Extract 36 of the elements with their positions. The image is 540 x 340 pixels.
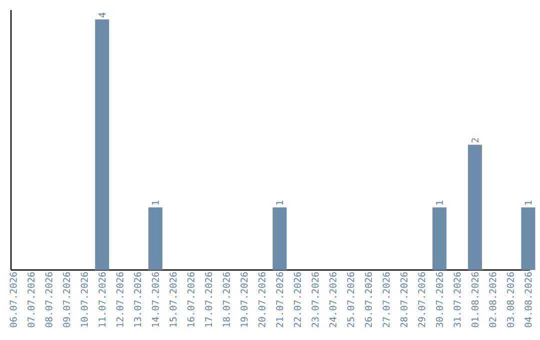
x-tick-label: 04.08.2026 bbox=[524, 272, 532, 328]
x-tick-label: 28.07.2026 bbox=[400, 272, 408, 328]
data-label: 2 bbox=[472, 138, 478, 142]
x-tick-label: 09.07.2026 bbox=[63, 272, 70, 328]
data-label: 1 bbox=[436, 200, 443, 205]
data-label: 1 bbox=[276, 200, 284, 205]
x-tick-label: 29.07.2026 bbox=[418, 272, 426, 328]
x-tick-label: 16.07.2026 bbox=[187, 272, 194, 327]
x-tick-label: 17.07.2026 bbox=[205, 272, 212, 327]
x-tick-label: 06.07.2026 bbox=[10, 272, 17, 328]
x-tick-label: 13.07.2026 bbox=[134, 272, 142, 327]
x-tick-label: 03.08.2026 bbox=[506, 272, 514, 328]
x-tick-label: 20.07.2026 bbox=[258, 272, 266, 328]
x-tick-label: 25.07.2026 bbox=[347, 272, 354, 328]
data-label: 4 bbox=[98, 12, 106, 18]
x-tick-label: 08.07.2026 bbox=[45, 272, 52, 328]
x-tick-label: 24.07.2026 bbox=[329, 272, 336, 328]
x-tick-label: 26.07.2026 bbox=[364, 272, 372, 328]
x-tick-label: 19.07.2026 bbox=[240, 272, 248, 327]
x-tick-label: 01.08.2026 bbox=[471, 272, 478, 328]
data-label: 1 bbox=[152, 200, 159, 205]
x-tick-label: 10.07.2026 bbox=[80, 272, 88, 327]
x-tick-label: 22.07.2026 bbox=[294, 272, 301, 328]
x-tick-label: 07.07.2026 bbox=[28, 272, 35, 328]
x-tick-label: 23.07.2026 bbox=[312, 272, 319, 328]
x-tick-label: 18.07.2026 bbox=[222, 272, 230, 327]
data-label: 1 bbox=[524, 200, 532, 205]
x-tick-label: 31.07.2026 bbox=[454, 272, 461, 328]
x-tick-label: 12.07.2026 bbox=[116, 272, 124, 327]
x-tick-label: 27.07.2026 bbox=[382, 272, 390, 328]
x-tick-label: 21.07.2026 bbox=[276, 272, 284, 328]
x-tick-label: 14.07.2026 bbox=[152, 272, 159, 327]
x-tick-label: 15.07.2026 bbox=[170, 272, 177, 327]
x-tick-label: 30.07.2026 bbox=[436, 272, 443, 328]
x-tick-label: 02.08.2026 bbox=[489, 272, 496, 328]
x-tick-label: 11.07.2026 bbox=[98, 272, 106, 327]
